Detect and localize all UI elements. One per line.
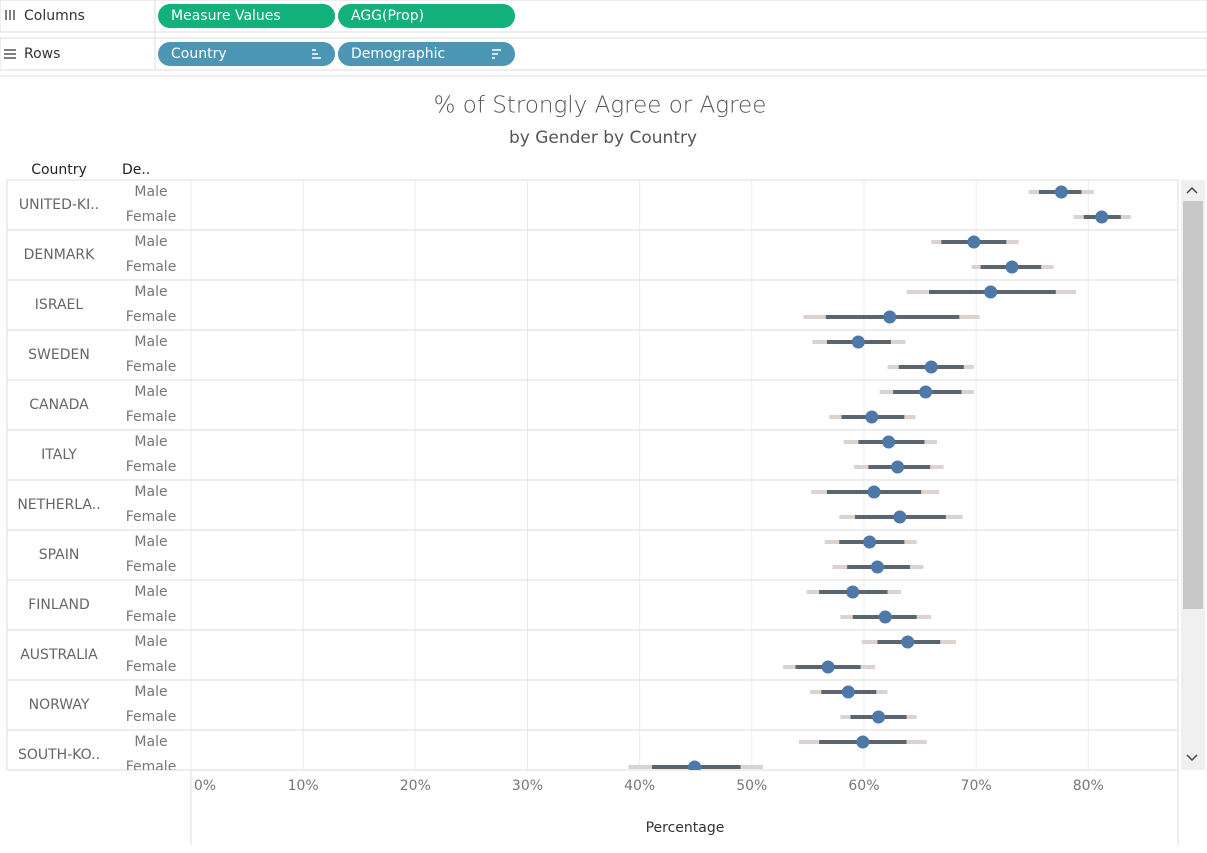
plot: UNITED-KI.. Male Female DENMARK Male Female IS… — [7, 180, 1178, 775]
point — [856, 735, 870, 749]
country-label: NETHERLA.. — [17, 497, 100, 513]
demographic-label: Female — [126, 209, 177, 225]
point — [872, 710, 886, 724]
pill-text[interactable]: AGG(Prop) — [351, 8, 424, 24]
demographic-label: Male — [134, 584, 167, 600]
x-tick-label: 30% — [512, 778, 543, 794]
pill[interactable] — [158, 4, 335, 28]
country-label: ISRAEL — [35, 297, 84, 313]
point — [865, 410, 879, 424]
point — [919, 385, 933, 399]
x-axis-title: Percentage — [646, 820, 725, 836]
x-tick-label: 40% — [624, 778, 655, 794]
country-label: CANADA — [29, 397, 89, 413]
demographic-label: Male — [134, 684, 167, 700]
pill-text[interactable]: Measure Values — [171, 8, 281, 24]
point — [841, 685, 855, 699]
country-label: AUSTRALIA — [20, 647, 98, 663]
demographic-label: Male — [134, 384, 167, 400]
demographic-label: Male — [134, 534, 167, 550]
demographic-label: Male — [134, 184, 167, 200]
point — [846, 585, 860, 599]
shelf-label: Rows — [24, 46, 60, 62]
point — [878, 610, 892, 624]
pill[interactable] — [338, 4, 515, 28]
point — [688, 760, 702, 770]
point — [891, 460, 905, 474]
country-label: FINLAND — [28, 597, 90, 613]
point — [893, 510, 907, 524]
point — [924, 360, 938, 374]
x-tick-label: 80% — [1073, 778, 1104, 794]
point — [901, 635, 915, 649]
demographic-label: Male — [134, 484, 167, 500]
point — [1095, 210, 1109, 224]
x-tick-label: 20% — [400, 778, 431, 794]
chart-title: % of Strongly Agree or Agree — [434, 93, 767, 119]
pill-text[interactable]: Country — [171, 46, 227, 62]
pane-border — [6, 179, 1179, 771]
demographic-label: Female — [126, 409, 177, 425]
pill[interactable] — [158, 42, 335, 66]
sort-icon — [312, 49, 501, 59]
demographic-label: Female — [126, 309, 177, 325]
column-header: De.. — [122, 162, 150, 178]
point — [883, 310, 897, 324]
demographic-label: Male — [134, 434, 167, 450]
demographic-label: Male — [134, 284, 167, 300]
pill-text[interactable]: Demographic — [351, 46, 445, 62]
country-label: ITALY — [41, 447, 77, 463]
country-label: NORWAY — [29, 697, 90, 713]
demographic-label: Male — [134, 234, 167, 250]
country-label: SWEDEN — [28, 347, 90, 363]
country-label: UNITED-KI.. — [19, 197, 99, 213]
point — [870, 560, 884, 574]
demographic-label: Female — [126, 609, 177, 625]
chart-subtitle: by Gender by Country — [509, 128, 697, 148]
point — [863, 535, 877, 549]
demographic-label: Female — [126, 359, 177, 375]
demographic-label: Female — [126, 459, 177, 475]
point — [1005, 260, 1019, 274]
demographic-label: Male — [134, 634, 167, 650]
demographic-label: Female — [126, 509, 177, 525]
x-tick-label: 70% — [961, 778, 992, 794]
rows-icon — [4, 49, 16, 59]
x-tick-label: 10% — [288, 778, 319, 794]
x-tick-label: 0% — [194, 778, 216, 794]
country-label: SOUTH-KO.. — [18, 747, 100, 763]
column-header: Country — [31, 162, 87, 178]
country-label: SPAIN — [39, 547, 80, 563]
demographic-label: Male — [134, 334, 167, 350]
scrollbar-thumb[interactable] — [1183, 201, 1203, 609]
demographic-label: Male — [134, 734, 167, 750]
scroll-up[interactable] — [1186, 186, 1198, 194]
demographic-label: Female — [126, 559, 177, 575]
pill[interactable] — [338, 42, 515, 66]
scroll-down[interactable] — [1186, 754, 1198, 762]
demographic-label: Female — [126, 709, 177, 725]
columns-icon — [5, 10, 15, 20]
x-tick-label: 60% — [848, 778, 879, 794]
point — [851, 335, 865, 349]
demographic-label: Female — [126, 259, 177, 275]
point — [821, 660, 835, 674]
demographic-label: Female — [126, 759, 177, 775]
point — [867, 485, 881, 499]
point — [967, 235, 981, 249]
country-label: DENMARK — [24, 247, 95, 263]
x-tick-label: 50% — [736, 778, 767, 794]
point — [1054, 185, 1068, 199]
demographic-label: Female — [126, 659, 177, 675]
point — [882, 435, 896, 449]
point — [984, 285, 998, 299]
shelf-label: Columns — [24, 8, 85, 24]
